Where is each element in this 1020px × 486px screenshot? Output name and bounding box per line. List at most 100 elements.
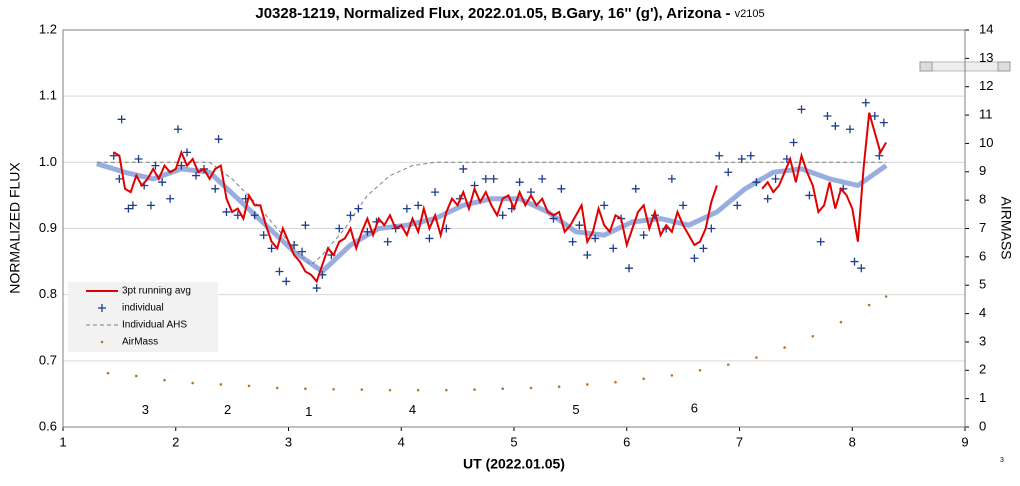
airmass-dot <box>811 334 815 338</box>
point <box>146 201 155 210</box>
point <box>383 237 392 246</box>
point <box>222 207 231 216</box>
y2-tick-label: 9 <box>979 163 986 178</box>
point <box>354 204 363 213</box>
point <box>259 231 268 240</box>
point <box>568 237 577 246</box>
annotation: 3 <box>142 402 149 417</box>
point <box>346 211 355 220</box>
point <box>134 155 143 164</box>
x-axis-label: UT (2022.01.05) <box>463 456 565 472</box>
airmass-dot <box>360 388 364 391</box>
x-tick-label: 7 <box>736 434 743 449</box>
point <box>414 201 423 210</box>
y-tick-label: 0.9 <box>39 220 57 235</box>
legend-label: AirMass <box>122 337 158 348</box>
y2-tick-label: 11 <box>979 107 993 122</box>
y-tick-label: 1.0 <box>39 154 57 169</box>
point <box>737 155 746 164</box>
annotation: 2 <box>224 402 231 417</box>
point <box>699 244 708 253</box>
point <box>575 221 584 230</box>
point <box>301 221 310 230</box>
point <box>151 161 160 170</box>
airmass-dot <box>304 387 307 391</box>
running-avg-line <box>113 112 887 284</box>
y-axis-label: NORMALIZED FLUX <box>7 162 23 294</box>
point <box>763 194 772 203</box>
point <box>363 227 372 236</box>
y-tick-label: 0.6 <box>39 418 57 433</box>
point <box>489 174 498 183</box>
point <box>214 135 223 144</box>
y2-tick-label: 1 <box>979 390 986 405</box>
airmass-dot <box>445 388 448 392</box>
point <box>845 125 854 134</box>
point <box>805 191 814 200</box>
point <box>117 115 126 124</box>
point <box>850 257 859 266</box>
x-tick-label: 2 <box>172 434 179 449</box>
point <box>861 98 870 107</box>
y-tick-label: 1.2 <box>39 21 57 36</box>
point <box>298 247 307 256</box>
airmass-dot <box>614 380 617 384</box>
x-tick-label: 9 <box>961 434 968 449</box>
point <box>879 118 888 127</box>
chart-title: J0328-1219, Normalized Flux, 2022.01.05,… <box>255 5 764 22</box>
point <box>267 244 276 253</box>
point <box>515 178 524 187</box>
airmass-dot <box>755 356 758 359</box>
point <box>771 174 780 183</box>
trend-line <box>96 161 888 274</box>
airmass-dot <box>557 385 561 389</box>
point <box>870 112 879 121</box>
point <box>425 234 434 243</box>
legend-swatch <box>100 340 104 344</box>
point <box>875 151 884 160</box>
point <box>690 254 699 263</box>
point <box>312 284 321 293</box>
y2-tick-label: 7 <box>979 220 986 235</box>
annotation: 1 <box>305 404 312 419</box>
point <box>192 171 201 180</box>
point <box>823 112 832 121</box>
airmass-dot <box>416 388 420 392</box>
point <box>631 184 640 193</box>
airmass-dot <box>247 384 251 388</box>
airmass-dot <box>388 388 392 392</box>
airmass-dot <box>473 388 476 391</box>
airmass-dot <box>332 387 335 391</box>
y-tick-label: 0.8 <box>39 286 57 301</box>
point <box>733 201 742 210</box>
point <box>609 244 618 253</box>
point <box>275 267 284 276</box>
point <box>250 211 259 220</box>
y-tick-label: 0.7 <box>39 352 57 367</box>
point <box>667 174 676 183</box>
point <box>128 201 137 210</box>
airmass-dot <box>134 374 138 378</box>
airmass-dot <box>783 346 786 349</box>
legend-swatch <box>98 304 106 312</box>
point <box>789 138 798 147</box>
x-tick-label: 4 <box>398 434 405 449</box>
airmass-dot <box>219 383 223 386</box>
point <box>538 174 547 183</box>
point <box>211 184 220 193</box>
point <box>816 237 825 246</box>
point <box>177 161 186 170</box>
airmass-dot <box>698 368 702 372</box>
annotation: 5 <box>572 402 579 417</box>
y2-tick-label: 4 <box>979 305 986 320</box>
airmass-dot <box>191 381 194 385</box>
airmass-dot <box>106 371 110 375</box>
plot-frame <box>62 29 966 428</box>
x-tick-label: 3 <box>285 434 292 449</box>
y2-tick-label: 12 <box>979 78 993 93</box>
airmass-dot <box>726 363 730 366</box>
airmass-dot <box>529 386 533 390</box>
point <box>174 125 183 134</box>
point <box>402 204 411 213</box>
airmass-dot <box>501 387 505 391</box>
